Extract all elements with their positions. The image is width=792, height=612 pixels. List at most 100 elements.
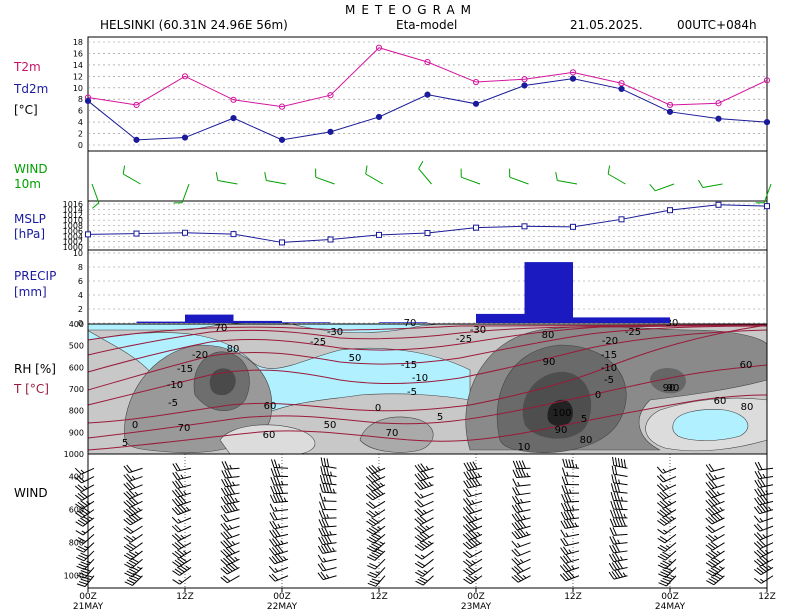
barb-staff [225, 484, 240, 488]
barb-staff [365, 173, 384, 185]
barb-staff [179, 575, 192, 585]
barb-flag [373, 489, 381, 496]
temp-y-tick: 4 [78, 118, 83, 127]
upper-wind-barb [611, 465, 628, 478]
barb-flag [753, 515, 761, 523]
t2m-point [375, 44, 383, 51]
barb-flag [463, 489, 469, 497]
x-tick-label: 00Z [661, 592, 679, 602]
upper-wind-barb [511, 573, 531, 583]
barb-flag [269, 512, 275, 521]
upper-wind-barb [611, 474, 628, 486]
barb-staff [711, 484, 725, 490]
barb-staff [419, 467, 434, 473]
td2m-point [278, 136, 286, 143]
barb-flag [713, 557, 721, 563]
temp-y-tick: 18 [73, 38, 83, 47]
barb-flag [74, 476, 82, 484]
upper-wind-barb [511, 557, 531, 566]
barb-staff [322, 465, 337, 469]
barb-flag [518, 469, 523, 478]
barb-flag [710, 515, 718, 522]
barb-half-flag [768, 506, 772, 511]
barb-flag [559, 574, 567, 582]
wind10m-barb [264, 172, 287, 185]
barb-flag [662, 508, 670, 515]
barb-flag [612, 544, 618, 553]
barb-staff [613, 473, 628, 478]
barb-flag [710, 550, 719, 556]
panel-frame-precip [87, 249, 768, 325]
barb-flag [276, 476, 281, 486]
precip-bar [379, 322, 428, 323]
barb-half-flag [622, 572, 626, 577]
upper-wind-barb [74, 484, 95, 493]
barb-flag [470, 538, 478, 546]
barb-flag [659, 474, 667, 482]
upper-wind-barb [511, 495, 531, 505]
upper-wind-barb [123, 464, 143, 474]
barb-flag [609, 527, 614, 536]
wind10m-barb [649, 183, 675, 192]
barb-flag [614, 561, 621, 570]
upper-wind-barb [366, 541, 386, 553]
precip-bar [136, 321, 185, 323]
barb-half-flag [81, 530, 86, 534]
upper-wind-barb [75, 507, 95, 519]
upper-wind-barb [366, 525, 386, 535]
barb-flag [754, 506, 761, 514]
barb-flag [223, 522, 230, 530]
barb-flag [621, 518, 626, 527]
upper-wind-barb [753, 539, 774, 550]
barb-flag [321, 527, 327, 536]
barb-flag [366, 520, 374, 527]
upper-wind-barb [171, 533, 192, 542]
barb-flag [171, 552, 180, 559]
barb-flag [756, 558, 764, 565]
upper-wind-barb [414, 531, 434, 543]
barb-staff [274, 566, 289, 573]
barb-flag [756, 496, 763, 505]
x-tick-label: 00Z [273, 592, 291, 602]
barb-staff [760, 575, 774, 584]
rh-moist-cell-3 [650, 368, 686, 394]
upper-wind-barb [270, 476, 289, 486]
barb-flag [514, 574, 522, 582]
barb-flag [269, 521, 275, 530]
barb-half-flag [713, 475, 718, 480]
barb-flag [610, 500, 614, 510]
barb-flag [512, 487, 518, 496]
upper-wind-barb [462, 514, 483, 524]
barb-staff [178, 533, 192, 542]
barb-flag [326, 544, 333, 553]
barb-flag [615, 544, 621, 553]
barb-flag [126, 464, 133, 472]
isotherm-line [87, 324, 768, 356]
barb-staff [225, 517, 240, 523]
barb-flag [415, 571, 424, 577]
barb-flag [224, 461, 229, 470]
barb-flag [659, 536, 668, 542]
barb-flag [123, 465, 130, 473]
barb-flag [611, 562, 618, 571]
barb-flag [512, 478, 518, 487]
barb-flag [174, 480, 181, 488]
barb-flag [419, 576, 428, 582]
barb-flag [659, 509, 667, 516]
barb-staff [274, 533, 289, 539]
barb-flag [123, 483, 130, 491]
barb-half-flag [326, 514, 329, 519]
upper-wind-barb [172, 488, 192, 498]
barb-staff [564, 500, 580, 503]
isotherm-label: -5 [604, 375, 614, 386]
barb-flag [614, 466, 618, 475]
barb-staff [516, 509, 531, 513]
barb-flag [318, 527, 324, 537]
barb-flag [560, 520, 566, 529]
barb-flag [705, 517, 713, 525]
barb-flag [320, 571, 327, 580]
barb-flag [77, 510, 86, 517]
barb-staff [663, 492, 677, 500]
barb-flag [465, 497, 472, 505]
barb-staff [373, 517, 386, 527]
